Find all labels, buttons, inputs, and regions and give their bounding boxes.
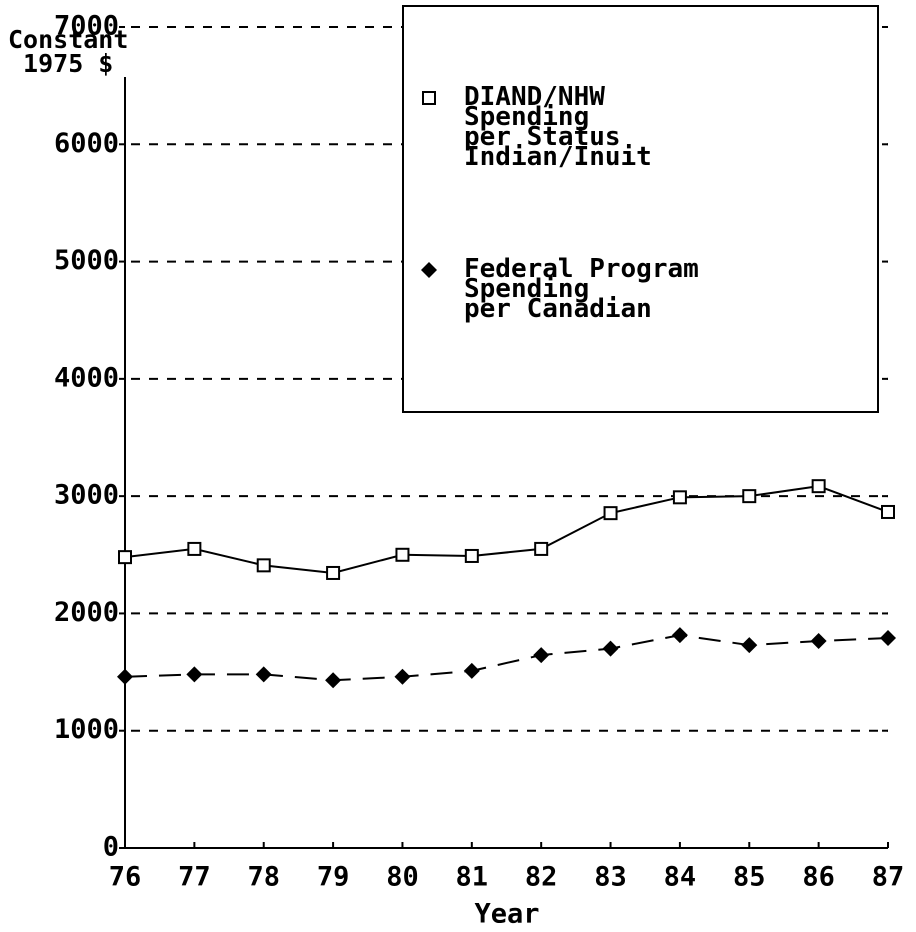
marker: [117, 668, 133, 685]
x-tick-label: 87: [872, 862, 905, 893]
legend-label: Federal Program Spending per Canadian: [464, 254, 699, 324]
marker: [880, 630, 896, 647]
marker: [534, 541, 549, 556]
x-tick-label: 84: [664, 862, 697, 893]
x-tick-label: 82: [525, 862, 558, 893]
marker: [118, 550, 132, 565]
marker: [671, 627, 688, 644]
marker: [326, 565, 341, 580]
marker: [881, 504, 895, 519]
x-tick-label: 81: [456, 862, 489, 893]
marker: [186, 666, 203, 683]
x-tick-label: 76: [109, 862, 142, 893]
marker: [672, 490, 687, 505]
y-tick-label: 4000: [54, 362, 119, 393]
x-tick-label: 77: [178, 862, 211, 893]
y-tick-label: 7000: [54, 11, 119, 42]
marker: [325, 672, 342, 689]
x-tick-label: 86: [802, 862, 835, 893]
series-line: [124, 634, 889, 682]
legend-marker: [421, 262, 437, 278]
y-tick-label: 0: [103, 832, 119, 863]
marker: [255, 666, 272, 683]
x-tick-label: 83: [594, 862, 627, 893]
x-tick-label: 78: [247, 862, 280, 893]
y-tick-label: 6000: [54, 128, 119, 159]
marker: [187, 541, 202, 556]
marker: [256, 558, 271, 573]
marker: [394, 668, 411, 685]
marker: [810, 632, 827, 649]
x-tick-label: 85: [733, 862, 766, 893]
legend-marker: [422, 91, 436, 105]
legend-label: DIAND/NHW Spending per Status Indian/Inu…: [464, 82, 652, 172]
marker: [742, 489, 757, 504]
y-tick-label: 3000: [54, 480, 119, 511]
marker: [395, 547, 410, 562]
x-tick-label: 80: [386, 862, 419, 893]
legend: DIAND/NHW Spending per Status Indian/Inu…: [402, 5, 879, 413]
marker: [463, 662, 480, 679]
marker: [464, 548, 479, 563]
x-axis-label: Year: [474, 899, 539, 930]
y-tick-label: 1000: [54, 714, 119, 745]
series-line: [124, 485, 889, 574]
y-tick-label: 5000: [54, 245, 119, 276]
marker: [533, 647, 550, 664]
legend-entry: Federal Program Spending per Canadian: [421, 256, 699, 322]
x-tick-label: 79: [317, 862, 350, 893]
marker: [741, 637, 758, 654]
marker: [811, 479, 826, 494]
marker: [602, 640, 619, 657]
marker: [603, 506, 618, 521]
y-axis-label: Constant 1975 $: [8, 25, 129, 78]
y-tick-label: 2000: [54, 597, 119, 628]
legend-entry: DIAND/NHW Spending per Status Indian/Inu…: [422, 84, 652, 170]
